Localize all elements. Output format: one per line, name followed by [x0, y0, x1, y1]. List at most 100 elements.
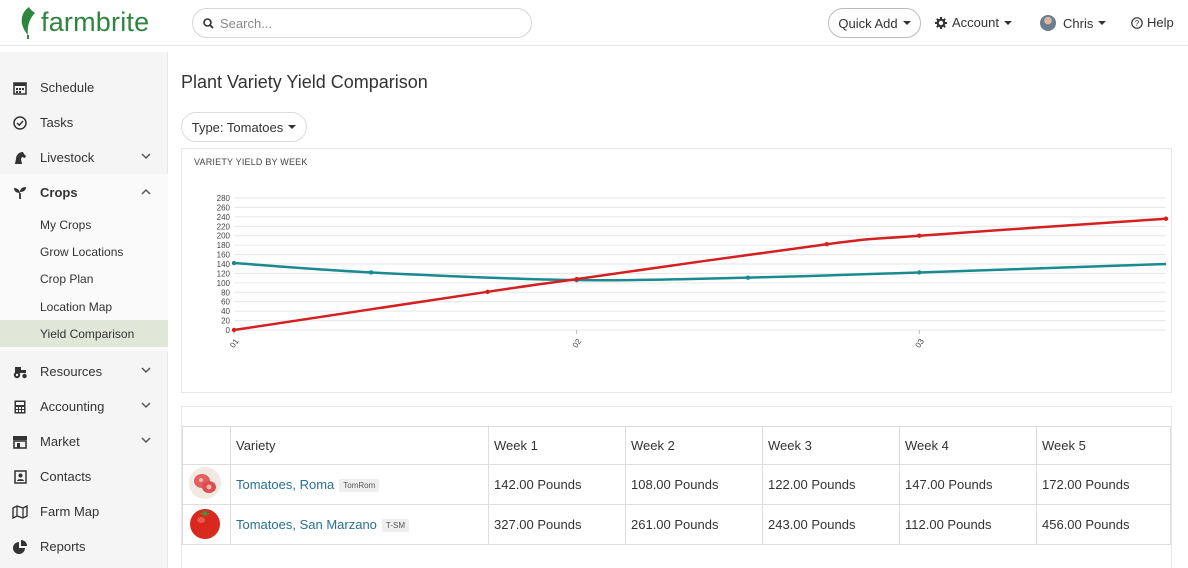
chart-grid — [234, 197, 1166, 331]
leaf-logo-icon — [21, 7, 35, 39]
yield-table-panel: Variety Week 1 Week 2 Week 3 Week 4 Week… — [181, 406, 1172, 568]
chevron-down-icon — [1098, 21, 1107, 25]
series-line-1 — [233, 217, 1167, 332]
pie-chart-icon — [12, 539, 28, 555]
yield-chart-panel: VARIETY YIELD BY WEEK 0 20 40 60 80 100 120 140… — [181, 148, 1172, 393]
data-point[interactable] — [917, 233, 922, 238]
x-tick-label: 03 — [913, 337, 926, 350]
y-tick-label: 60 — [221, 298, 230, 307]
sidebar-item-label: Contacts — [40, 469, 92, 484]
sidebar-item-accounting[interactable]: Accounting — [0, 389, 168, 424]
week-3-cell: 243.00 Pounds — [762, 504, 900, 545]
column-header-week-4[interactable]: Week 4 — [899, 426, 1037, 465]
data-point[interactable] — [745, 275, 751, 280]
chevron-down-icon — [902, 21, 911, 25]
week-4-cell: 147.00 Pounds — [899, 464, 1037, 505]
address-card-icon — [12, 469, 28, 485]
chevron-down-icon — [141, 402, 151, 409]
quick-add-label: Quick Add — [838, 15, 898, 31]
type-filter-label: Type: Tomatoes — [191, 119, 284, 135]
sidebar-item-label: Schedule — [40, 80, 95, 95]
sidebar-item-tasks[interactable]: Tasks — [0, 105, 168, 140]
search-box[interactable] — [192, 8, 532, 38]
account-menu[interactable]: Account — [935, 15, 1012, 30]
sidebar-item-reports[interactable]: Reports — [0, 529, 168, 564]
question-circle-icon: ? — [1131, 16, 1143, 29]
yield-line-chart: 020406080100120140160180200220240260280 … — [217, 194, 1169, 350]
sidebar-item-livestock[interactable]: Livestock — [0, 140, 168, 175]
calculator-icon — [12, 399, 28, 415]
chevron-down-icon — [141, 437, 151, 444]
column-header-week-5[interactable]: Week 5 — [1036, 426, 1171, 465]
data-point[interactable] — [368, 270, 374, 275]
y-tick-label: 140 — [217, 260, 231, 269]
variety-link[interactable]: Tomatoes, San Marzano — [236, 516, 377, 532]
calendar-icon — [12, 80, 28, 96]
sidebar-item-label: Resources — [40, 364, 103, 379]
x-tick-label: 01 — [228, 337, 241, 350]
column-header-week-2[interactable]: Week 2 — [625, 426, 763, 465]
data-point[interactable] — [485, 289, 490, 295]
help-link[interactable]: ? Help — [1131, 15, 1174, 30]
sidebar: Schedule Tasks Livestock Crops My Crops … — [0, 52, 168, 568]
image-column-header — [182, 426, 231, 465]
sidebar-subitem-grow-locations[interactable]: Grow Locations — [40, 244, 124, 259]
variety-cell: Tomatoes, Roma TomRom — [230, 464, 489, 505]
variety-cell: Tomatoes, San Marzano T-SM — [230, 504, 489, 545]
quick-add-button[interactable]: Quick Add — [828, 8, 921, 38]
y-tick-label: 220 — [217, 222, 231, 231]
data-point[interactable] — [574, 276, 579, 282]
sidebar-item-label: Reports — [40, 539, 86, 554]
column-header-variety[interactable]: Variety — [230, 426, 489, 465]
sidebar-item-schedule[interactable]: Schedule — [0, 70, 168, 105]
page-title: Plant Variety Yield Comparison — [181, 72, 428, 92]
account-label: Account — [952, 15, 999, 30]
y-tick-label: 280 — [217, 194, 231, 203]
check-circle-icon — [12, 115, 28, 131]
sidebar-subitem-location-map[interactable]: Location Map — [40, 299, 113, 314]
sidebar-subitem-my-crops[interactable]: My Crops — [40, 217, 92, 232]
table-row: Tomatoes, San Marzano T-SM 327.00 Pounds … — [182, 504, 1171, 545]
roma-tomato-image — [189, 467, 221, 499]
table-row: Tomatoes, Roma TomRom 142.00 Pounds 108.0… — [182, 464, 1171, 505]
user-menu[interactable]: Chris — [1040, 15, 1107, 31]
store-icon — [12, 434, 28, 450]
y-tick-label: 260 — [217, 203, 231, 212]
y-tick-label: 100 — [217, 279, 231, 288]
sidebar-item-market[interactable]: Market — [0, 424, 168, 459]
week-3-cell: 122.00 Pounds — [762, 464, 900, 505]
sidebar-subitem-crop-plan[interactable]: Crop Plan — [40, 271, 94, 286]
help-label: Help — [1147, 15, 1174, 30]
sidebar-subitem-yield-comparison[interactable]: Yield Comparison — [0, 320, 168, 347]
search-input[interactable] — [220, 15, 520, 31]
data-point[interactable] — [824, 242, 829, 247]
week-4-cell: 112.00 Pounds — [899, 504, 1037, 545]
y-tick-label: 180 — [217, 241, 231, 250]
sidebar-item-label: Livestock — [40, 150, 95, 165]
avatar — [1040, 15, 1056, 31]
chevron-down-icon — [141, 153, 151, 160]
table-header-row: Variety Week 1 Week 2 Week 3 Week 4 Week… — [182, 426, 1171, 465]
x-tick-label: 02 — [571, 337, 584, 350]
series-line-0 — [233, 261, 1167, 282]
data-point[interactable] — [231, 260, 237, 266]
sidebar-item-label: Accounting — [40, 399, 105, 414]
farmbrite-logo[interactable]: farmbrite — [18, 5, 149, 39]
sidebar-item-farm-map[interactable]: Farm Map — [0, 494, 168, 529]
sidebar-item-crops[interactable]: Crops — [0, 175, 168, 210]
sidebar-item-resources[interactable]: Resources — [0, 354, 168, 389]
column-header-week-1[interactable]: Week 1 — [488, 426, 626, 465]
data-point[interactable] — [1163, 216, 1169, 221]
search-icon — [203, 17, 214, 29]
week-5-cell: 172.00 Pounds — [1036, 464, 1171, 505]
chevron-down-icon — [1003, 20, 1012, 25]
type-filter-dropdown[interactable]: Type: Tomatoes — [181, 112, 307, 142]
chevron-down-icon — [141, 367, 151, 374]
sidebar-item-contacts[interactable]: Contacts — [0, 459, 168, 494]
user-name: Chris — [1063, 15, 1094, 31]
san-marzano-tomato-image — [190, 509, 220, 539]
variety-link[interactable]: Tomatoes, Roma — [236, 476, 335, 492]
column-header-week-3[interactable]: Week 3 — [762, 426, 900, 465]
data-point[interactable] — [231, 327, 237, 333]
data-point[interactable] — [917, 270, 922, 275]
